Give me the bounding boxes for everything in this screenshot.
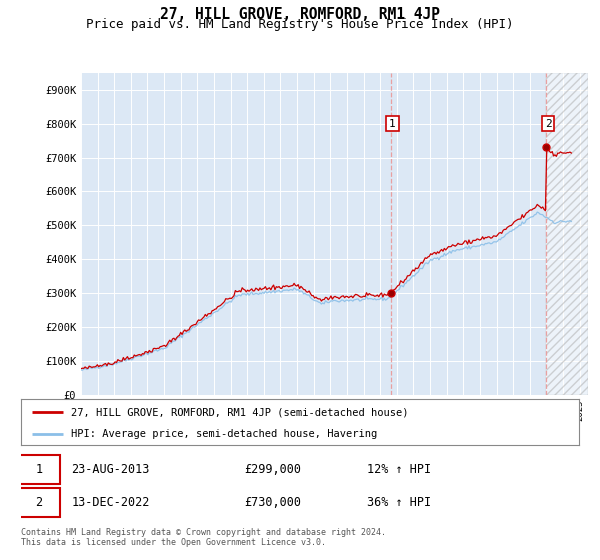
Text: £730,000: £730,000: [244, 496, 301, 509]
FancyBboxPatch shape: [18, 488, 60, 517]
Bar: [547, 73, 588, 395]
Text: 1: 1: [35, 463, 43, 475]
Text: 23-AUG-2013: 23-AUG-2013: [71, 463, 149, 475]
Text: HPI: Average price, semi-detached house, Havering: HPI: Average price, semi-detached house,…: [71, 429, 377, 438]
FancyBboxPatch shape: [18, 455, 60, 483]
Text: 36% ↑ HPI: 36% ↑ HPI: [367, 496, 431, 509]
Text: 1: 1: [389, 119, 396, 129]
Text: 13-DEC-2022: 13-DEC-2022: [71, 496, 149, 509]
Text: Price paid vs. HM Land Registry's House Price Index (HPI): Price paid vs. HM Land Registry's House …: [86, 18, 514, 31]
Text: 12% ↑ HPI: 12% ↑ HPI: [367, 463, 431, 475]
Text: Contains HM Land Registry data © Crown copyright and database right 2024.
This d: Contains HM Land Registry data © Crown c…: [21, 528, 386, 547]
Text: 2: 2: [35, 496, 43, 509]
Text: £299,000: £299,000: [244, 463, 301, 475]
Text: 27, HILL GROVE, ROMFORD, RM1 4JP: 27, HILL GROVE, ROMFORD, RM1 4JP: [160, 7, 440, 22]
Text: 27, HILL GROVE, ROMFORD, RM1 4JP (semi-detached house): 27, HILL GROVE, ROMFORD, RM1 4JP (semi-d…: [71, 407, 409, 417]
Text: 2: 2: [545, 119, 551, 129]
